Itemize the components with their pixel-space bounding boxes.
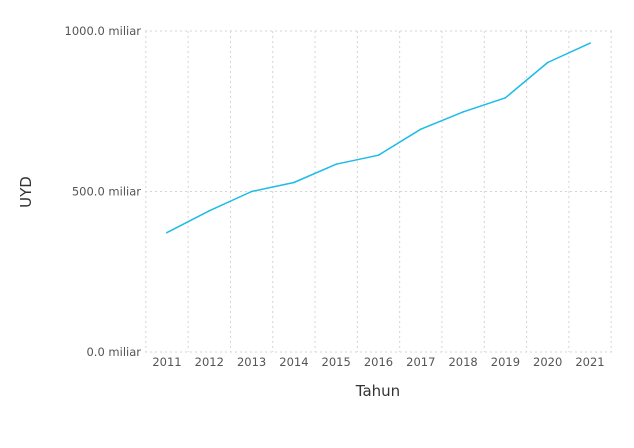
data-point xyxy=(462,111,464,113)
x-tick-label: 2016 xyxy=(364,355,393,369)
data-point xyxy=(250,190,253,193)
y-tick-label: 1000.0 miliar xyxy=(65,24,142,38)
y-tick-label: 500.0 miliar xyxy=(72,185,141,199)
data-point xyxy=(293,181,295,184)
x-tick-label: 2012 xyxy=(195,355,224,369)
data-point xyxy=(208,209,211,212)
x-axis-title: Tahun xyxy=(355,382,400,400)
y-tick-label: 0.0 miliar xyxy=(86,345,141,359)
data-point xyxy=(504,96,507,99)
y-axis-title: UYD xyxy=(17,176,35,208)
x-tick-label: 2019 xyxy=(491,355,520,369)
x-tick-label: 2013 xyxy=(237,355,266,369)
data-point xyxy=(589,42,591,44)
x-tick-label: 2015 xyxy=(322,355,351,369)
grid xyxy=(145,30,612,353)
x-tick-label: 2021 xyxy=(575,355,604,369)
data-point xyxy=(546,61,549,64)
x-tick-label: 2014 xyxy=(279,355,308,369)
data-point xyxy=(166,231,168,234)
x-tick-label: 2017 xyxy=(406,355,435,369)
data-point xyxy=(420,128,422,131)
x-axis-ticks: 2011 2012 2013 2014 2015 2016 2017 2018 2019 2020… xyxy=(152,355,604,369)
data-point xyxy=(335,163,338,166)
x-tick-label: 2020 xyxy=(533,355,562,369)
series-layer xyxy=(166,42,591,234)
x-tick-label: 2011 xyxy=(152,355,181,369)
y-axis-ticks: 0.0 miliar 500.0 miliar 1000.0 miliar xyxy=(65,24,142,359)
x-tick-label: 2018 xyxy=(448,355,477,369)
data-point xyxy=(377,154,380,157)
